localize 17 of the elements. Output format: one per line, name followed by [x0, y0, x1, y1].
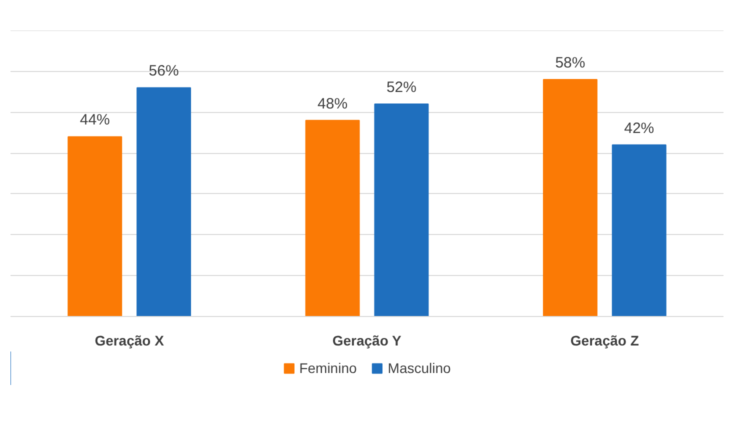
bar [542, 79, 598, 316]
data-label: 58% [555, 54, 586, 72]
x-tick-label: Geração Y [332, 332, 402, 348]
x-tick-label: Geração X [94, 332, 165, 348]
x-tick-label: Geração Z [570, 332, 640, 348]
data-label: 48% [318, 95, 348, 112]
bar [136, 87, 192, 316]
data-label: 56% [148, 62, 179, 80]
bar [612, 144, 666, 316]
data-label: 52% [386, 79, 416, 96]
bar [68, 136, 122, 316]
data-label: 42% [624, 120, 654, 137]
data-label: 44% [80, 112, 110, 129]
bar [305, 120, 360, 316]
legend-label: Masculino [388, 360, 451, 376]
legend-label: Feminino [299, 360, 357, 376]
bar [374, 104, 429, 316]
